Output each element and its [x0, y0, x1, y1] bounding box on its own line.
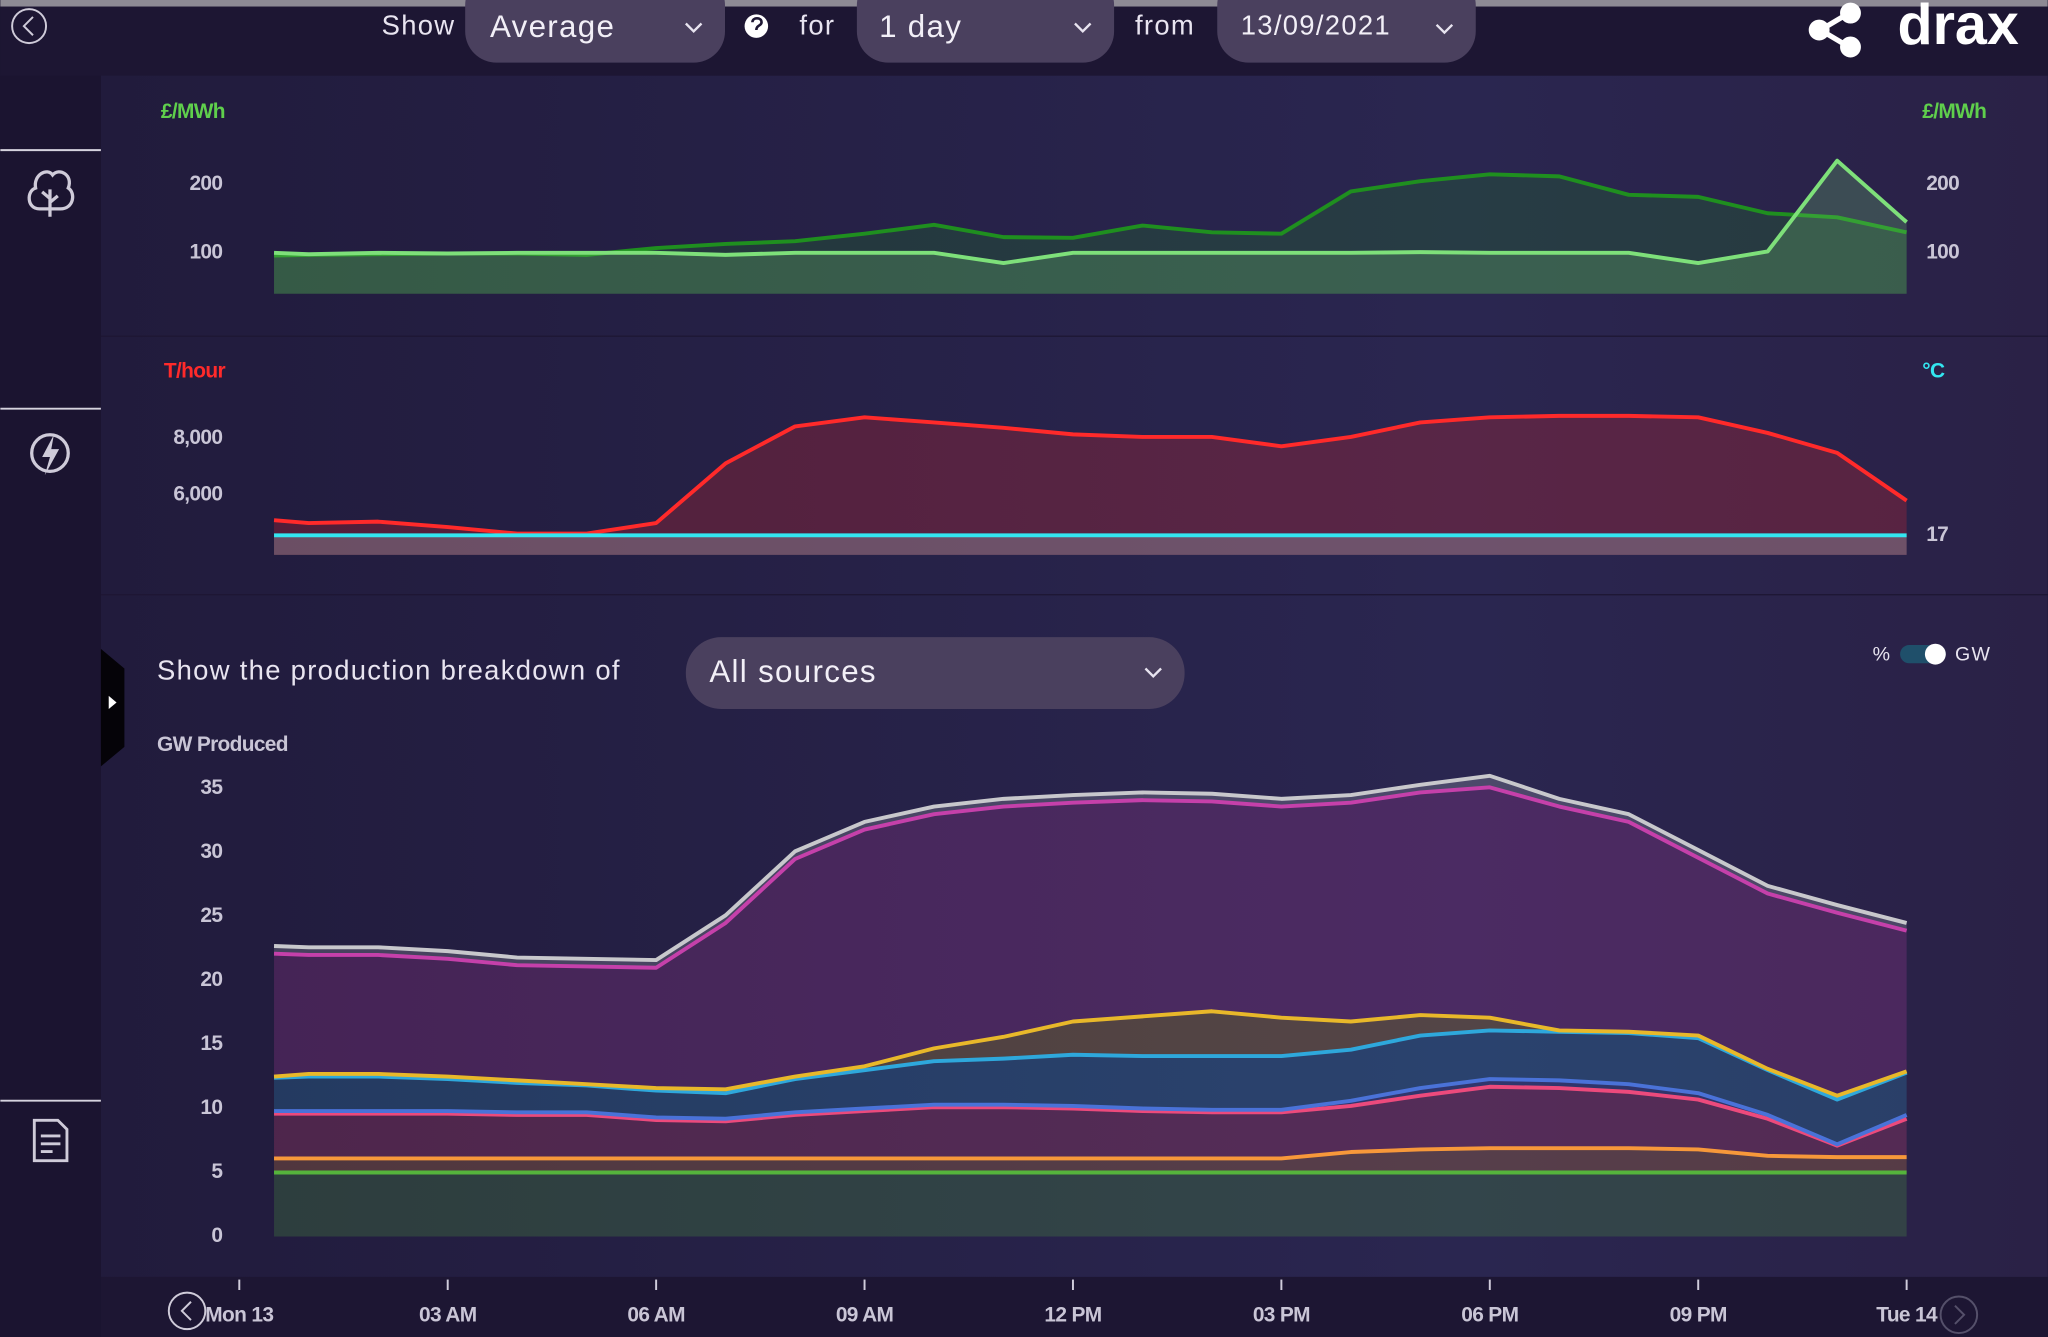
stack-band — [274, 1086, 1907, 1159]
y2-tick-label: 100 — [1926, 240, 1959, 263]
y-tick-label: 100 — [189, 240, 222, 263]
stack-band — [274, 1030, 1907, 1145]
power-icon[interactable] — [30, 433, 70, 476]
stack-line — [274, 1084, 1908, 1148]
axis-label: GW Produced — [157, 733, 288, 756]
stack-band — [274, 1172, 1907, 1237]
unit-toggle[interactable] — [1900, 643, 1946, 665]
share-icon[interactable] — [1808, 2, 1861, 58]
area — [274, 415, 1907, 555]
period-dropdown[interactable]: 1 day — [856, 0, 1115, 63]
for-label: for — [799, 10, 835, 41]
y-tick-label: 15 — [200, 1032, 223, 1055]
x-tick-label: Mon 13 — [205, 1304, 273, 1327]
tree-icon[interactable] — [27, 170, 75, 217]
toggle-left-label: % — [1873, 644, 1892, 666]
prev-button[interactable] — [167, 1291, 207, 1331]
x-tick-label: 03 PM — [1253, 1304, 1310, 1327]
axis-label: °C — [1922, 360, 1945, 383]
carbon-panel — [100, 336, 2048, 595]
y-tick-label: 0 — [211, 1224, 222, 1247]
x-tick-label: Tue 14 — [1876, 1304, 1938, 1327]
breakdown-label: Show the production breakdown of — [157, 655, 621, 686]
show-label: Show — [382, 10, 456, 41]
y-tick-label: 8,000 — [173, 426, 222, 449]
axis-label: £/MWh — [161, 100, 225, 123]
x-tick-label: 12 PM — [1044, 1304, 1101, 1327]
area — [274, 174, 1907, 294]
x-axis-strip — [100, 1276, 2048, 1337]
help-icon[interactable] — [744, 14, 769, 38]
brand-logo[interactable]: drax — [1897, 0, 2018, 57]
axis-label: T/hour — [164, 360, 226, 383]
panel-tab[interactable] — [100, 648, 125, 767]
tab-arrow — [108, 695, 117, 709]
dropdown-value: 1 day — [879, 9, 962, 44]
report-icon[interactable] — [32, 1118, 69, 1163]
stack-line — [274, 1077, 1908, 1147]
y-tick-label: 6,000 — [173, 483, 222, 506]
back-button[interactable] — [11, 8, 48, 45]
y-tick-label: 30 — [200, 840, 222, 863]
stack-line — [273, 773, 1908, 963]
stack-line — [273, 1009, 1908, 1098]
x-tick-label: 09 AM — [836, 1304, 893, 1327]
price-panel — [100, 75, 2048, 336]
y-tick-label: 10 — [200, 1096, 222, 1119]
stack-line — [274, 1146, 1907, 1161]
y-tick-label: 200 — [189, 172, 222, 195]
y-tick-label: 25 — [200, 904, 223, 927]
x-tick-label: 06 AM — [627, 1304, 684, 1327]
dropdown-value: All sources — [709, 654, 877, 689]
x-tick-label: 09 PM — [1670, 1304, 1727, 1327]
from-label: from — [1135, 10, 1195, 41]
toggle-right-label: GW — [1955, 644, 1991, 666]
x-tick-label: 03 AM — [419, 1304, 476, 1327]
line — [273, 158, 1908, 266]
show-dropdown[interactable]: Average — [465, 0, 725, 63]
y-tick-label: 35 — [200, 776, 223, 799]
stack-line — [273, 785, 1908, 970]
y-tick-label: 20 — [200, 968, 222, 991]
area — [274, 160, 1907, 294]
y2-tick-label: 200 — [1926, 172, 1959, 195]
date-dropdown[interactable]: 13/09/2021 — [1217, 0, 1476, 63]
next-button[interactable] — [1939, 1295, 1979, 1335]
y2-tick-label: 17 — [1926, 523, 1948, 546]
dropdown-value: Average — [490, 9, 615, 44]
x-tick-label: 06 PM — [1461, 1304, 1518, 1327]
area — [274, 535, 1907, 555]
dropdown-value: 13/09/2021 — [1241, 10, 1391, 41]
stack-band — [274, 1011, 1907, 1100]
source-dropdown[interactable]: All sources — [685, 637, 1185, 709]
y-tick-label: 5 — [211, 1160, 223, 1183]
sidebar — [0, 75, 101, 1337]
axis-label: £/MWh — [1922, 100, 1986, 123]
